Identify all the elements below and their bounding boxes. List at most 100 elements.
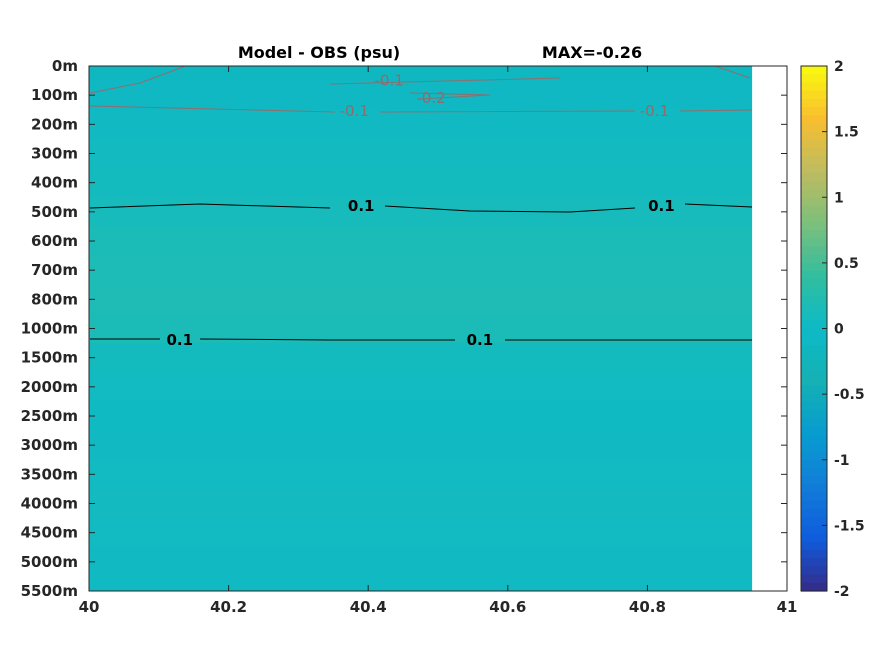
colorbar-cell: [801, 435, 827, 444]
colorbar-cell: [801, 451, 827, 461]
colorbar-tick-label: 1: [834, 190, 844, 206]
colorbar-cell: [801, 164, 827, 174]
contour-lines: [89, 65, 753, 341]
colorbar-tick-label: -1.5: [834, 518, 865, 534]
colorbar-cell: [801, 115, 827, 125]
y-tick-label: 4500m: [21, 524, 78, 542]
y-tick-label: 5500m: [21, 582, 78, 600]
y-tick-label: 600m: [31, 232, 78, 250]
heatmap-band-5500m: [89, 576, 753, 592]
colorbar-cell: [801, 303, 827, 313]
colorbar-cell: [801, 402, 827, 412]
x-tick-label: 40.4: [350, 598, 387, 616]
contour-label-4: 0.1: [348, 197, 375, 215]
y-tick-label: 500m: [31, 203, 78, 221]
colorbar-cell: [801, 459, 827, 469]
contour-label-5: 0.1: [648, 197, 675, 215]
colorbar-cell: [801, 312, 827, 321]
contour-label-2: -0.1: [340, 102, 369, 120]
x-tick-label: 40.2: [210, 598, 247, 616]
heatmap-band-700m: [89, 255, 753, 286]
heatmap-band-800m: [89, 284, 753, 315]
colorbar-cell: [801, 123, 827, 133]
colorbar-cell: [801, 533, 827, 543]
colorbar-cell: [801, 238, 827, 248]
colorbar-cell: [801, 394, 827, 403]
contour-0.1-lower: [90, 338, 752, 341]
colorbar-tick-label: -0.5: [834, 387, 865, 403]
y-tick-label: 100m: [31, 86, 78, 104]
colorbar-cell: [801, 148, 827, 157]
colorbar-cell: [801, 566, 827, 576]
chart-title: Model - OBS (psu): [238, 43, 400, 62]
colorbar-cell: [801, 98, 827, 108]
heatmap-band-3000m: [89, 430, 753, 461]
colorbar-cell: [801, 328, 827, 338]
heatmap-band-100m: [89, 80, 753, 111]
heatmap-band-300m: [89, 138, 753, 169]
contour-label-1: -0.2: [416, 89, 445, 107]
heatmap-band-4000m: [89, 488, 753, 519]
heatmap-band-600m: [89, 226, 753, 257]
colorbar-cell: [801, 558, 827, 567]
colorbar-cell: [801, 295, 827, 305]
heatmap-band-0m: [89, 66, 753, 82]
colorbar-cell: [801, 271, 827, 280]
x-tick-label: 40.6: [489, 598, 526, 616]
colorbar-cell: [801, 221, 827, 231]
colorbar-cell: [801, 582, 827, 592]
heatmap-band-2500m: [89, 401, 753, 432]
y-tick-label: 300m: [31, 145, 78, 163]
y-tick-label: 3000m: [21, 436, 78, 454]
heatmap-band-500m: [89, 197, 753, 227]
colorbar-cell: [801, 361, 827, 371]
colorbar-cell: [801, 541, 827, 551]
colorbar-cell: [801, 377, 827, 387]
colorbar-tick-label: -2: [834, 584, 850, 600]
colorbar-cell: [801, 213, 827, 223]
max-label: MAX=-0.26: [542, 43, 642, 62]
colorbar-cell: [801, 180, 827, 190]
contour-neg-0.1-row2: [89, 105, 753, 113]
colorbar-cell: [801, 107, 827, 116]
heatmap-band-200m: [89, 109, 753, 140]
colorbar-cell: [801, 418, 827, 428]
y-tick-label: 1500m: [21, 349, 78, 367]
colorbar-cell: [801, 410, 827, 420]
colorbar-cell: [801, 467, 827, 477]
colorbar-cell: [801, 484, 827, 494]
colorbar-cell: [801, 172, 827, 182]
colorbar: 2 1.5 1 0.5 0 -0.5 -1 -1.5 -2: [800, 59, 865, 600]
colorbar-cell: [801, 517, 827, 526]
colorbar-cell: [801, 189, 827, 198]
colorbar-cell: [801, 262, 827, 272]
y-tick-label: 700m: [31, 261, 78, 279]
colorbar-cell: [801, 139, 827, 149]
y-tick-label: 2500m: [21, 407, 78, 425]
colorbar-cell: [801, 131, 827, 141]
colorbar-cell: [801, 574, 827, 584]
colorbar-cell: [801, 156, 827, 166]
contour-labels: -0.1 -0.2 -0.1 -0.1 0.1 0.1 0.1 0.1: [166, 72, 674, 350]
plot-area: [89, 66, 753, 592]
colorbar-tick-label: 0: [834, 322, 844, 338]
y-tick-label: 200m: [31, 115, 78, 133]
heatmap-band-1500m: [89, 343, 753, 373]
colorbar-cell: [801, 82, 827, 92]
y-tick-label: 0m: [52, 57, 78, 75]
contour-label-0: -0.1: [374, 72, 403, 90]
colorbar-tick-label: 2: [834, 59, 844, 75]
x-tick-label: 41: [777, 598, 798, 616]
y-tick-label: 1000m: [21, 320, 78, 338]
contour-label-3: -0.1: [640, 102, 669, 120]
heatmap-band-400m: [89, 168, 753, 198]
colorbar-tick-label: 1.5: [834, 125, 859, 141]
y-tick-label: 2000m: [21, 378, 78, 396]
colorbar-cell: [801, 246, 827, 256]
colorbar-cell: [801, 525, 827, 535]
contour-neg-0.2: [409, 92, 491, 100]
colorbar-cell: [801, 66, 827, 75]
colorbar-cell: [801, 205, 827, 215]
colorbar-cell: [801, 443, 827, 453]
